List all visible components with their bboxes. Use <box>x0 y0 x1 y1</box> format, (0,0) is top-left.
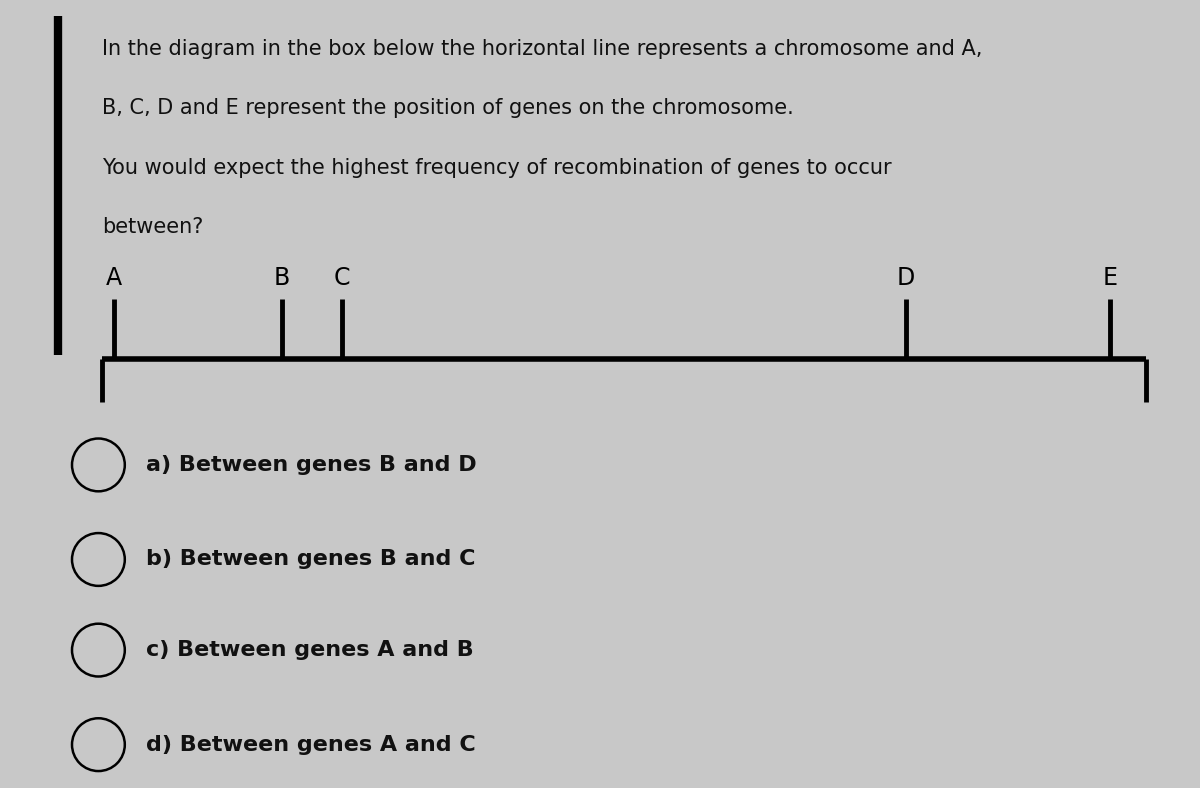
Text: In the diagram in the box below the horizontal line represents a chromosome and : In the diagram in the box below the hori… <box>102 39 983 59</box>
Text: E: E <box>1103 266 1117 290</box>
Text: You would expect the highest frequency of recombination of genes to occur: You would expect the highest frequency o… <box>102 158 892 177</box>
Text: b) Between genes B and C: b) Between genes B and C <box>146 549 476 570</box>
Text: B: B <box>274 266 290 290</box>
Text: a) Between genes B and D: a) Between genes B and D <box>146 455 478 475</box>
Text: between?: between? <box>102 217 203 236</box>
Text: d) Between genes A and C: d) Between genes A and C <box>146 734 476 755</box>
Text: C: C <box>334 266 350 290</box>
Text: B, C, D and E represent the position of genes on the chromosome.: B, C, D and E represent the position of … <box>102 98 793 118</box>
Text: A: A <box>106 266 122 290</box>
Text: c) Between genes A and B: c) Between genes A and B <box>146 640 474 660</box>
Text: D: D <box>896 266 916 290</box>
